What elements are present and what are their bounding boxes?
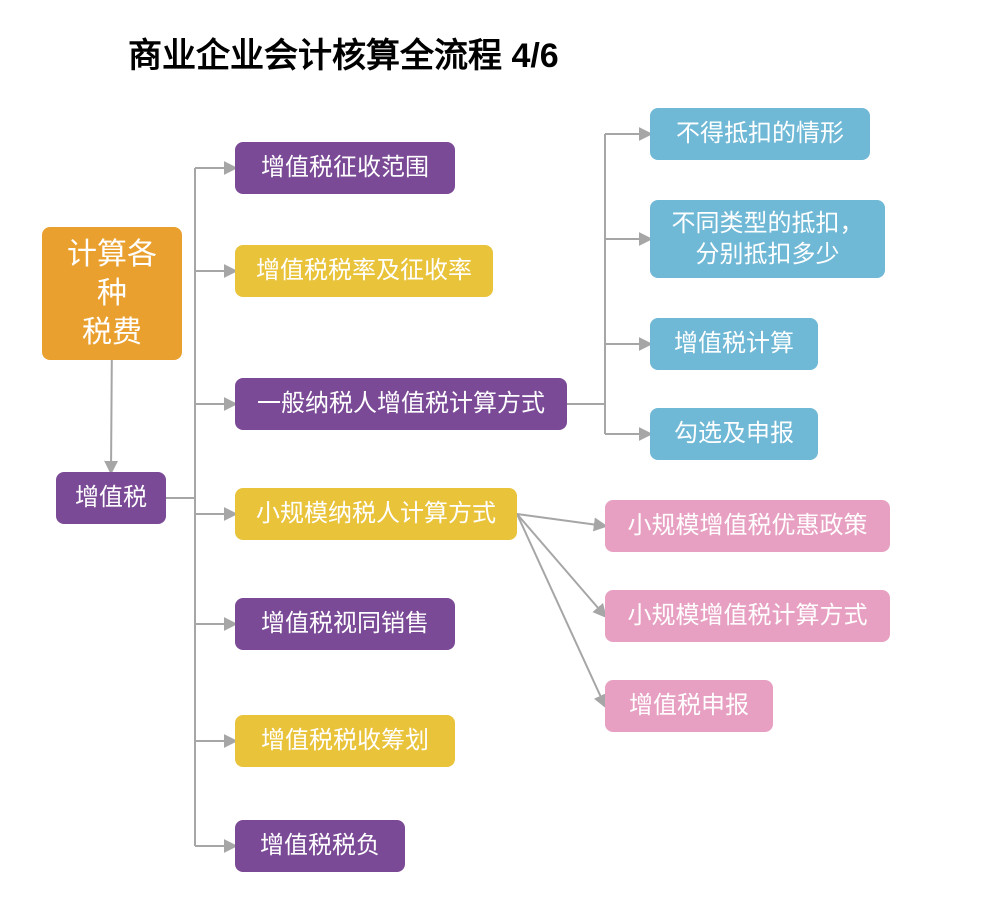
- node-c6: 增值税税收筹划: [235, 715, 455, 767]
- node-b3: 增值税计算: [650, 318, 818, 370]
- node-p2: 小规模增值税计算方式: [605, 590, 890, 642]
- node-c2: 增值税税率及征收率: [235, 245, 493, 297]
- node-vat: 增值税: [56, 472, 166, 524]
- node-c5: 增值税视同销售: [235, 598, 455, 650]
- node-b1: 不得抵扣的情形: [650, 108, 870, 160]
- node-p3: 增值税申报: [605, 680, 773, 732]
- node-c1: 增值税征收范围: [235, 142, 455, 194]
- node-c4: 小规模纳税人计算方式: [235, 488, 517, 540]
- node-root: 计算各种税费: [42, 227, 182, 360]
- node-b2: 不同类型的抵扣，分别抵扣多少: [650, 200, 885, 278]
- node-p1: 小规模增值税优惠政策: [605, 500, 890, 552]
- node-c3: 一般纳税人增值税计算方式: [235, 378, 567, 430]
- page-title: 商业企业会计核算全流程 4/6: [128, 28, 559, 77]
- node-b4: 勾选及申报: [650, 408, 818, 460]
- node-c7: 增值税税负: [235, 820, 405, 872]
